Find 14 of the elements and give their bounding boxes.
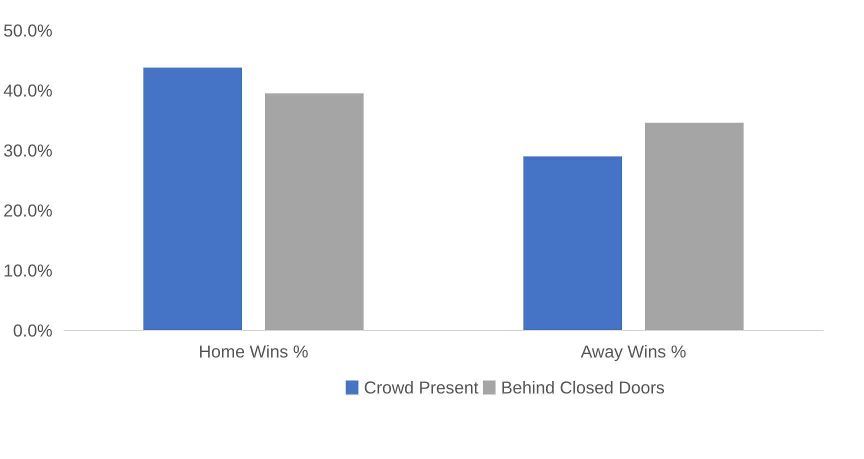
bar [142, 66, 244, 330]
y-tick-label: 10.0% [3, 260, 53, 280]
x-tick-label: Away Wins % [580, 342, 686, 362]
y-tick-label: 30.0% [3, 140, 53, 160]
y-tick-label: 50.0% [3, 20, 53, 40]
y-tick-label: 20.0% [3, 200, 53, 220]
bar [522, 155, 624, 330]
y-tick-label: 0.0% [13, 320, 53, 340]
bar [644, 122, 745, 330]
y-tick-label: 40.0% [3, 80, 53, 100]
x-tick-label: Home Wins % [198, 342, 308, 362]
legend-label: Crowd Present [364, 378, 479, 398]
legend-label: Behind Closed Doors [500, 378, 666, 398]
bar [264, 92, 365, 330]
